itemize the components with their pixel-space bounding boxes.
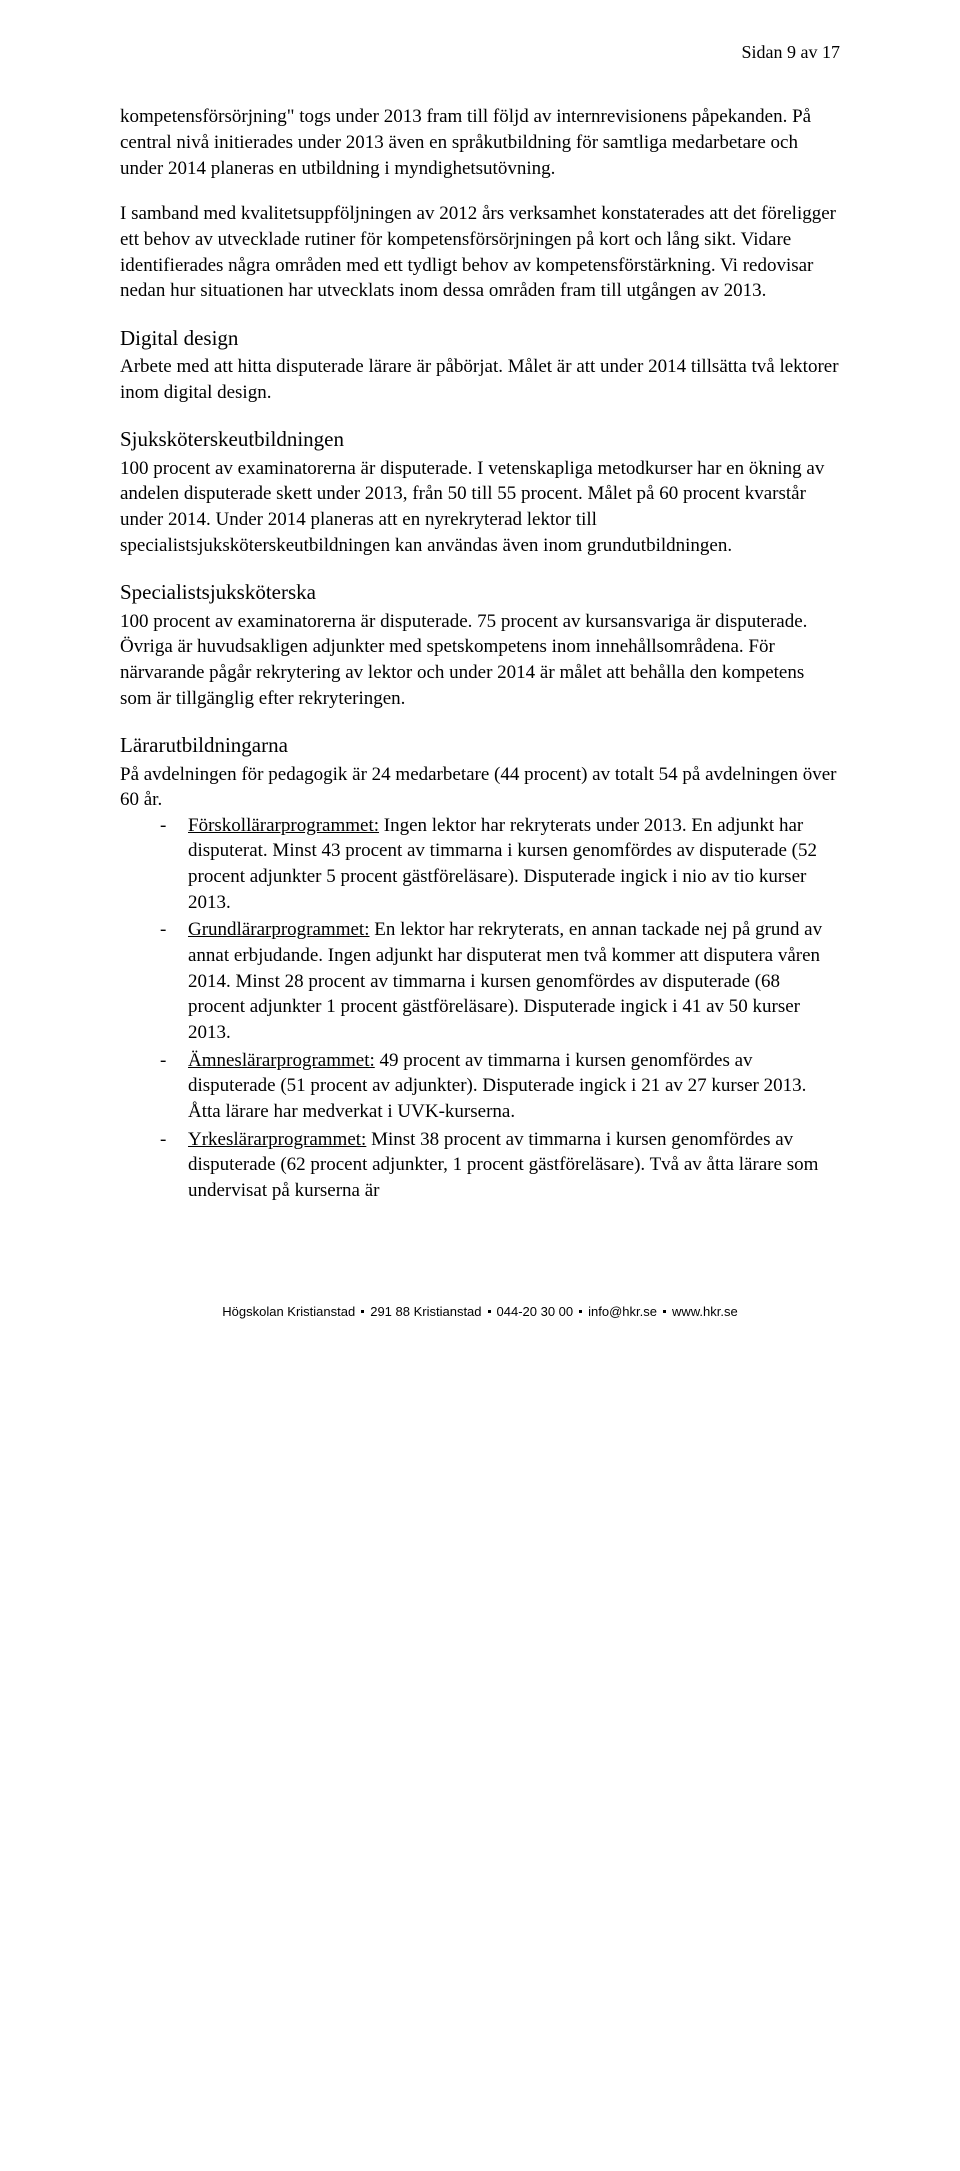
list-label: Grundlärarprogrammet: (188, 919, 369, 940)
body-digital-design: Arbete med att hitta disputerade lärare … (120, 354, 840, 405)
list-label: Yrkeslärarprogrammet: (188, 1129, 366, 1150)
list-text: Grundlärarprogrammet: En lektor har rekr… (188, 917, 840, 1045)
list-label: Ämneslärarprogrammet: (188, 1050, 375, 1071)
list-text: Ämneslärarprogrammet: 49 procent av timm… (188, 1048, 840, 1125)
body-sjukskotersk: 100 procent av examinatorerna är dispute… (120, 456, 840, 559)
body-specialist: 100 procent av examinatorerna är dispute… (120, 609, 840, 712)
footer: Högskolan Kristianstad 291 88 Kristiansta… (120, 1303, 840, 1321)
page-number: Sidan 9 av 17 (120, 40, 840, 64)
heading-sjukskotersk: Sjuksköterskeutbildningen (120, 425, 840, 453)
list-item: - Ämneslärarprogrammet: 49 procent av ti… (160, 1048, 840, 1125)
dot-icon (488, 1310, 491, 1313)
footer-addr: 291 88 Kristianstad (370, 1304, 481, 1319)
list-marker: - (160, 917, 188, 1045)
list-marker: - (160, 1048, 188, 1125)
list-item: - Yrkeslärarprogrammet: Minst 38 procent… (160, 1127, 840, 1204)
footer-org: Högskolan Kristianstad (222, 1304, 355, 1319)
list-marker: - (160, 1127, 188, 1204)
list-marker: - (160, 813, 188, 916)
list-item: - Förskollärarprogrammet: Ingen lektor h… (160, 813, 840, 916)
footer-web: www.hkr.se (672, 1304, 738, 1319)
footer-email: info@hkr.se (588, 1304, 657, 1319)
footer-phone: 044-20 30 00 (497, 1304, 574, 1319)
list-label: Förskollärarprogrammet: (188, 815, 379, 836)
paragraph-2: I samband med kvalitetsuppföljningen av … (120, 201, 840, 304)
paragraph-1: kompetensförsörjning" togs under 2013 fr… (120, 104, 840, 181)
heading-digital-design: Digital design (120, 324, 840, 352)
list-item: - Grundlärarprogrammet: En lektor har re… (160, 917, 840, 1045)
dot-icon (663, 1310, 666, 1313)
larar-intro: På avdelningen för pedagogik är 24 medar… (120, 762, 840, 813)
larar-list: - Förskollärarprogrammet: Ingen lektor h… (120, 813, 840, 1204)
dot-icon (579, 1310, 582, 1313)
dot-icon (361, 1310, 364, 1313)
list-text: Förskollärarprogrammet: Ingen lektor har… (188, 813, 840, 916)
heading-specialist: Specialistsjuksköterska (120, 578, 840, 606)
list-text: Yrkeslärarprogrammet: Minst 38 procent a… (188, 1127, 840, 1204)
heading-larar: Lärarutbildningarna (120, 731, 840, 759)
